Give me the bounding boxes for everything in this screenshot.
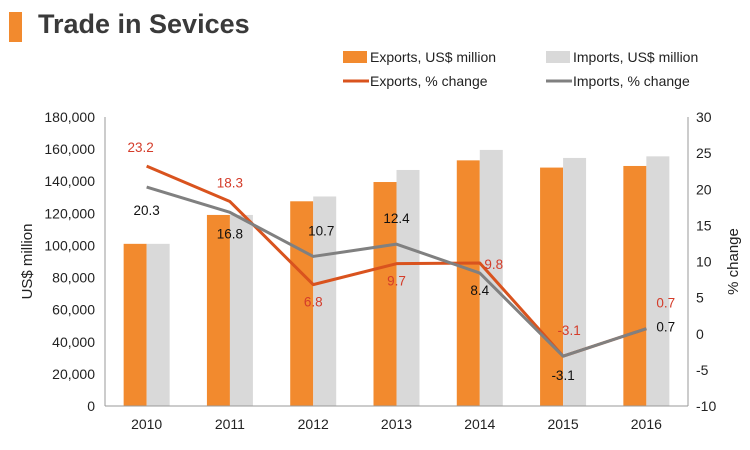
x-tick-label: 2012 (298, 416, 329, 432)
y2-tick-label: 15 (696, 217, 712, 233)
bar-exports-2014 (456, 160, 480, 406)
data-label-imports-pct: 12.4 (383, 211, 410, 226)
line-imports-pct-change (146, 185, 647, 358)
data-label-imports-pct: -3.1 (551, 368, 574, 383)
data-label-imports-pct: 16.8 (217, 226, 243, 241)
y2-tick-label: -5 (696, 362, 709, 378)
bar-imports-2015 (563, 157, 587, 406)
data-label-exports-pct: 23.2 (128, 140, 154, 155)
x-tick-label: 2013 (381, 416, 412, 432)
bar-imports-2016 (646, 156, 670, 406)
bar-imports-2013 (396, 169, 420, 406)
data-label-exports-pct: 6.8 (304, 295, 323, 310)
bar-imports-2011 (229, 214, 253, 406)
bar-imports-2010 (146, 243, 170, 406)
y2-tick-label: 10 (696, 254, 712, 270)
y-tick-label: 80,000 (52, 270, 95, 286)
y2-tick-label: 20 (696, 181, 712, 197)
y2-tick-label: 25 (696, 145, 712, 161)
bar-exports-2013 (373, 182, 397, 406)
bar-exports-2015 (540, 167, 564, 406)
title-accent-bar (9, 12, 22, 42)
bar-imports-2012 (313, 196, 337, 406)
x-tick-label: 2014 (464, 416, 495, 432)
bar-exports-2011 (206, 214, 230, 406)
y2-tick-label: 5 (696, 290, 704, 306)
data-label-imports-pct: 20.3 (134, 203, 160, 218)
x-tick-label: 2011 (215, 416, 245, 432)
legend-swatch-exports-us-million (343, 51, 367, 63)
bar-exports-2016 (623, 165, 647, 406)
data-label-exports-pct: -3.1 (557, 323, 580, 338)
y-tick-label: 120,000 (44, 205, 95, 221)
y-tick-label: 0 (87, 398, 95, 414)
x-tick-label: 2015 (547, 416, 578, 432)
legend-label-imports-change: Imports, % change (573, 73, 690, 89)
legend-swatch-imports-us-million (546, 51, 570, 63)
y2-axis-title: % change (725, 228, 742, 295)
y2-tick-label: 30 (696, 109, 712, 125)
data-label-exports-pct: 0.7 (656, 296, 675, 311)
data-label-exports-pct: 9.8 (484, 257, 503, 272)
data-label-imports-pct: 8.4 (470, 283, 489, 298)
data-label-imports-pct: 10.7 (308, 223, 334, 238)
y-tick-label: 20,000 (52, 366, 95, 382)
bar-exports-2010 (123, 243, 147, 406)
data-label-exports-pct: 9.7 (387, 274, 406, 289)
y-axis-title: US$ million (19, 224, 36, 300)
y-tick-label: 40,000 (52, 334, 95, 350)
y-tick-label: 60,000 (52, 302, 95, 318)
x-tick-label: 2016 (631, 416, 662, 432)
y-tick-label: 180,000 (44, 109, 95, 125)
data-label-exports-pct: 18.3 (217, 176, 243, 191)
y2-tick-label: 0 (696, 326, 704, 342)
y-tick-label: 140,000 (44, 173, 95, 189)
legend-label-exports-change: Exports, % change (370, 73, 488, 89)
y2-tick-label: -10 (696, 398, 716, 414)
chart-title: Trade in Sevices (38, 9, 250, 39)
legend-label-imports-us-million: Imports, US$ million (573, 49, 698, 65)
x-tick-label: 2010 (131, 416, 162, 432)
data-label-imports-pct: 0.7 (656, 320, 675, 335)
y-tick-label: 100,000 (44, 237, 95, 253)
legend-label-exports-us-million: Exports, US$ million (370, 49, 496, 65)
y-tick-label: 160,000 (44, 141, 95, 157)
